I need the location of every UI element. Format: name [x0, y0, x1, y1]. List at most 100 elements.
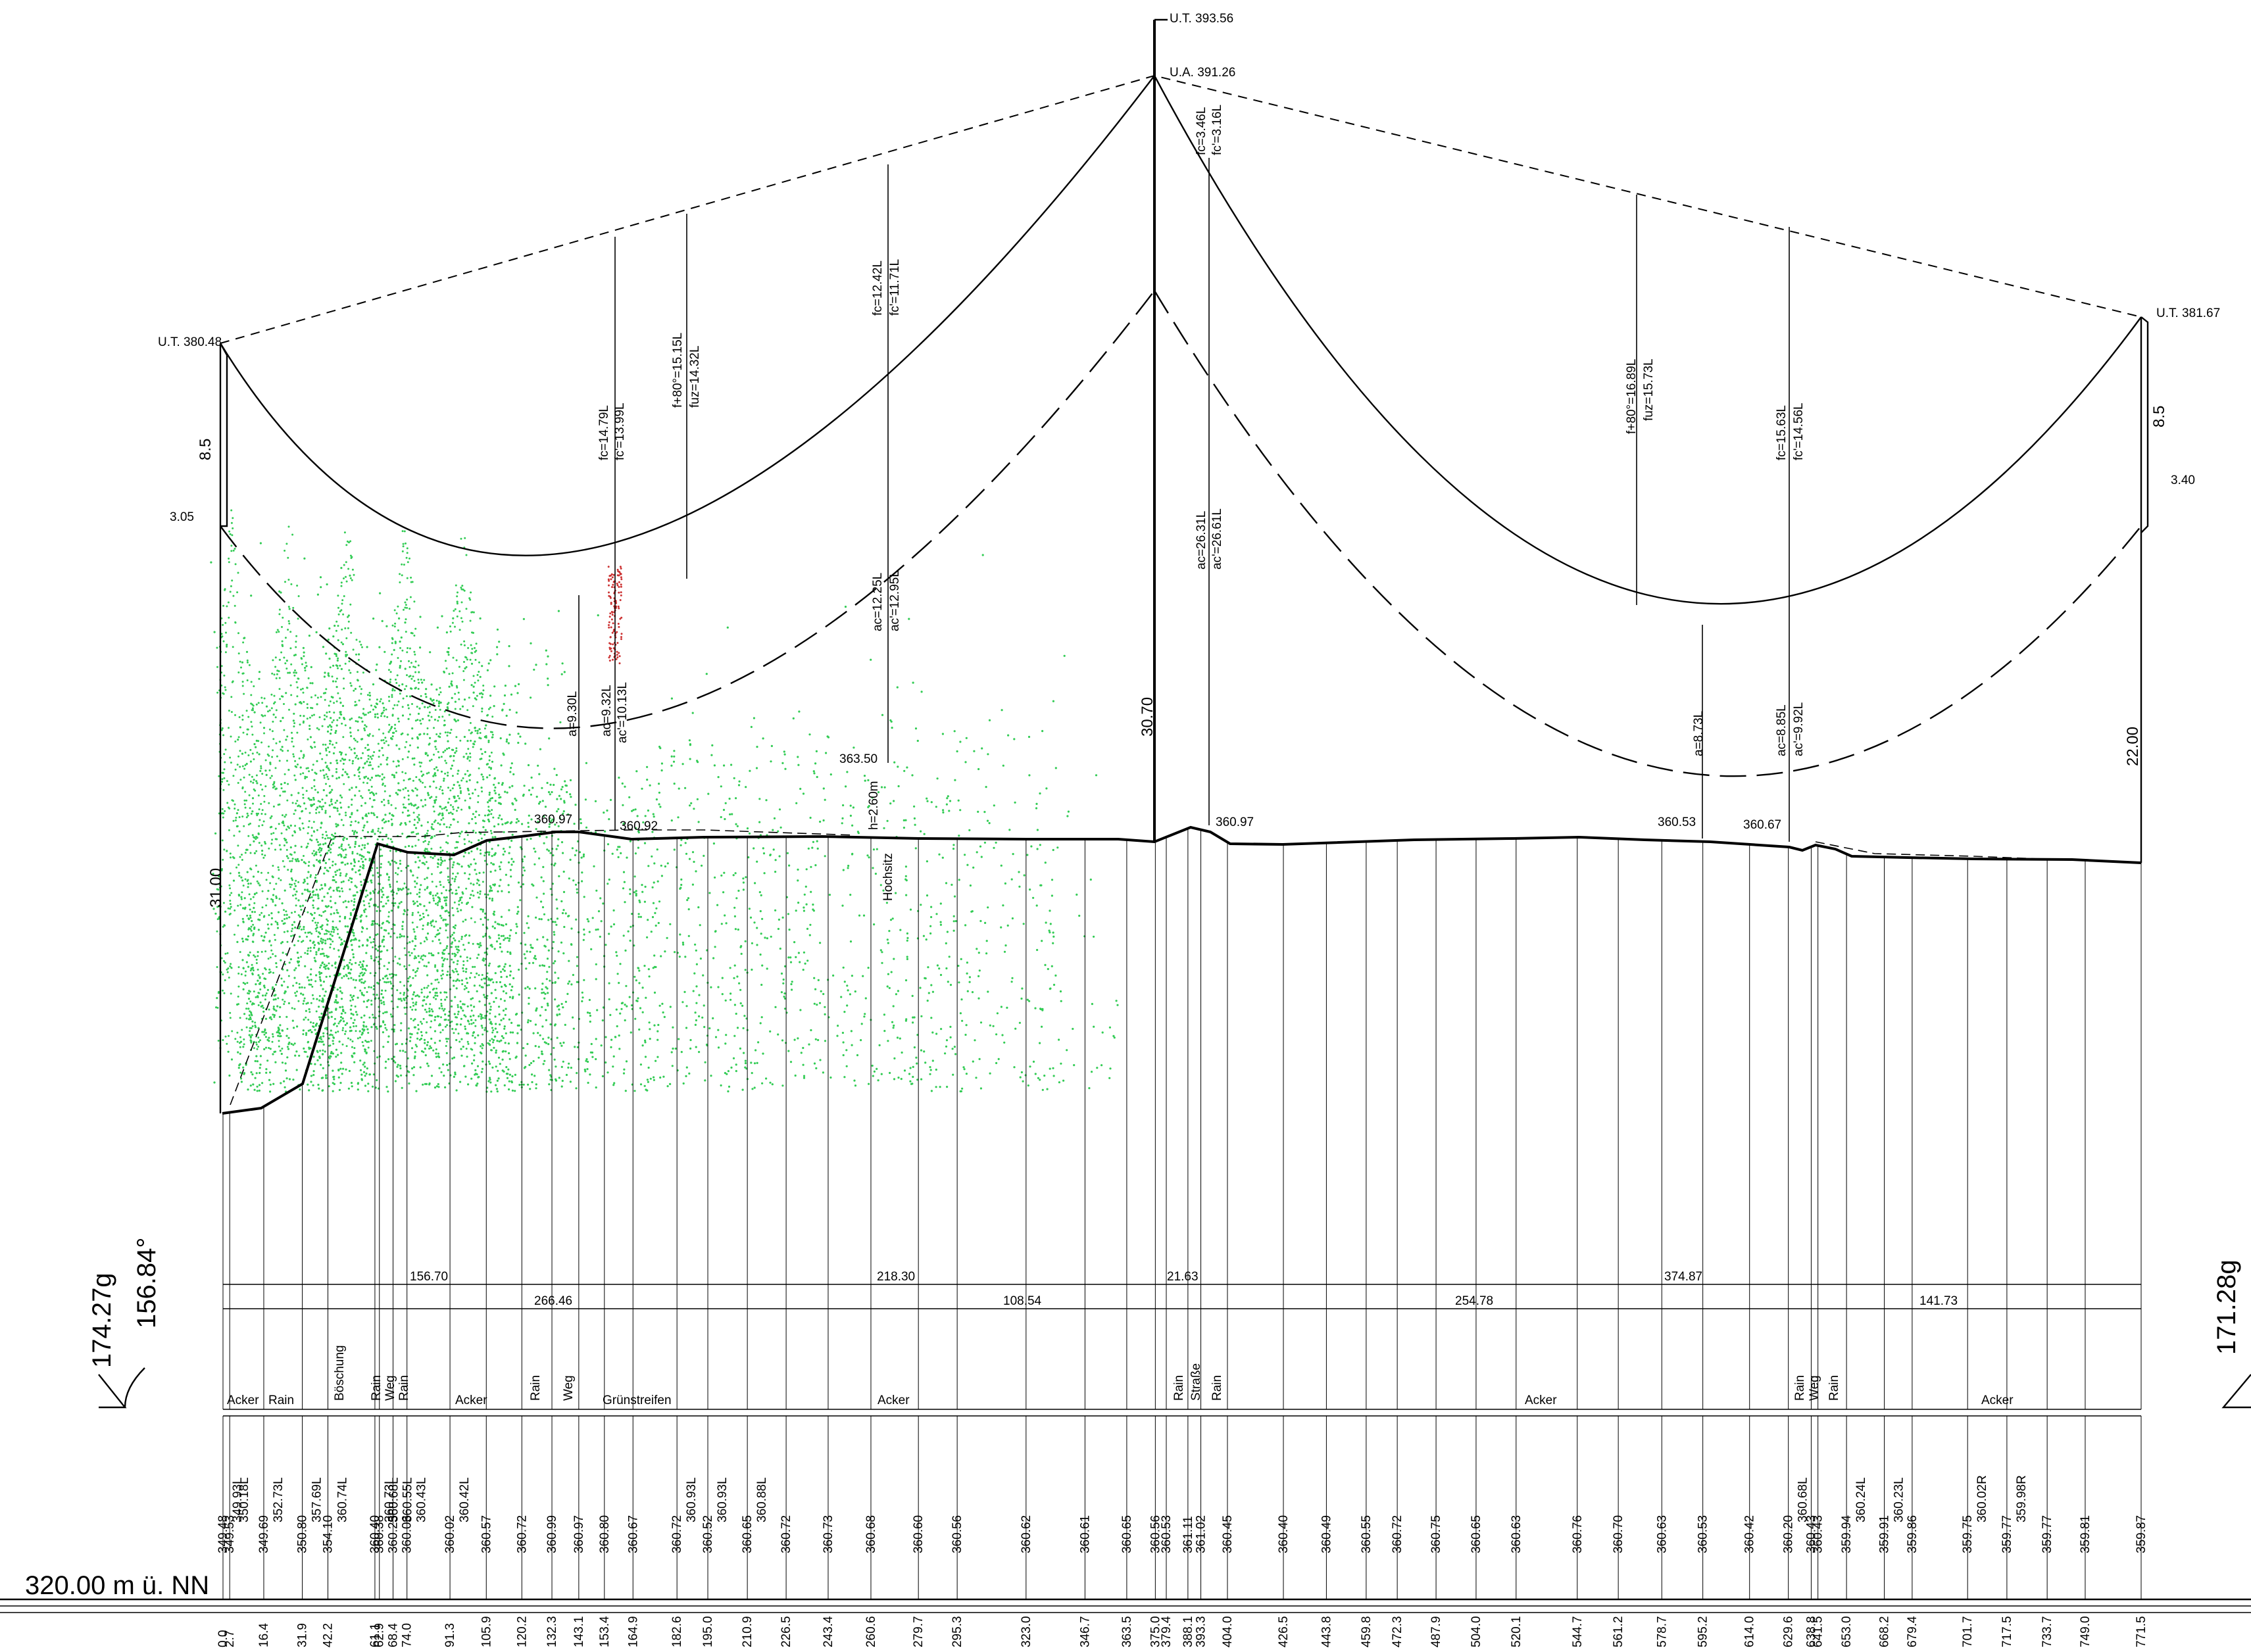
station-distance: 459.8 [1360, 1616, 1373, 1647]
station-height: 359.77 [2000, 1515, 2014, 1553]
station-distance: 733.7 [2041, 1616, 2054, 1647]
dimension-lines [0, 1284, 2251, 1613]
sag-label: fuz=15.73L [1642, 358, 1656, 421]
station-distance: 226.5 [779, 1616, 793, 1647]
conductor-right [1154, 76, 2141, 604]
land-use-label: Acker [1981, 1394, 2014, 1407]
station-distance: 120.2 [515, 1616, 529, 1647]
station-distance: 68.4 [387, 1623, 401, 1647]
station-height: 360.80 [598, 1515, 612, 1553]
center-tower-top-label: U.T. 393.56 [1170, 12, 1233, 26]
station-distance: 74.0 [401, 1623, 414, 1647]
station-height: 360.72 [779, 1515, 793, 1553]
station-height: 360.73 [822, 1515, 835, 1553]
station-height: 360.60 [912, 1515, 926, 1553]
station-height: 360.49 [1320, 1515, 1333, 1553]
side-height: 360.43L [415, 1477, 429, 1522]
sag-label: f+80°=15.15L [671, 333, 685, 408]
left-angle-gon: 174.27g [87, 1273, 116, 1368]
station-distance: 132.3 [545, 1616, 559, 1647]
station-distance: 520.1 [1510, 1616, 1523, 1647]
right-crossarm-label: 8.5 [2150, 406, 2168, 427]
dimension-label: 21.63 [1167, 1270, 1199, 1284]
ground-height-label: 360.97 [534, 813, 572, 827]
station-distance: 749.0 [2079, 1616, 2092, 1647]
dimension-label: 141.73 [1919, 1294, 1958, 1308]
side-height: 350.18L [237, 1477, 251, 1522]
station-height: 360.97 [572, 1515, 586, 1553]
station-distance: 143.1 [572, 1616, 586, 1647]
station-height: 359.77 [2041, 1515, 2054, 1553]
station-height: 360.75 [1429, 1515, 1443, 1553]
station-height: 359.81 [2079, 1515, 2092, 1553]
dimension-label: 156.70 [410, 1270, 448, 1284]
station-distance: 388.1 [1181, 1616, 1195, 1647]
dimension-label: 374.87 [1664, 1270, 1702, 1284]
right-tower-top-label: U.T. 381.67 [2156, 306, 2220, 320]
station-height: 360.52 [701, 1515, 715, 1553]
station-height: 360.72 [515, 1515, 529, 1553]
station-distance: 561.2 [1612, 1616, 1625, 1647]
station-distance: 153.4 [598, 1616, 612, 1647]
side-height: 360.02R [1975, 1475, 1989, 1522]
clearance-label: ac'=26.61L [1210, 508, 1224, 570]
land-use-label: Rain [1827, 1375, 1841, 1401]
station-distance: 279.7 [912, 1616, 926, 1647]
ground-height-label: 360.97 [1216, 815, 1254, 829]
station-height: 360.02 [443, 1515, 457, 1553]
land-use-label: Rain [1172, 1375, 1186, 1401]
station-distance: 210.9 [741, 1616, 754, 1647]
station-height: 361.11 [1181, 1516, 1195, 1553]
side-height: 360.74L [336, 1477, 350, 1522]
vegetation-points [210, 510, 1118, 1093]
station-distance: 243.4 [822, 1616, 835, 1647]
station-height: 360.62 [1020, 1515, 1033, 1553]
datum-label: 320.00 m ü. NN [25, 1571, 209, 1600]
side-height: 360.93L [716, 1477, 730, 1522]
dimension-label: 266.46 [534, 1294, 572, 1308]
station-height: 360.61 [1078, 1515, 1092, 1553]
station-height: 360.45 [1221, 1515, 1235, 1553]
station-distance: 641.5 [1812, 1616, 1825, 1647]
clearance-label: ac=26.31L [1195, 511, 1208, 570]
angle-symbol-right [2223, 1374, 2251, 1407]
station-distance: 701.7 [1961, 1616, 1975, 1647]
land-use-label: Rain [370, 1375, 383, 1401]
text-layer: U.T. 380.48 U.T. 393.56 U.A. 391.26 U.T.… [25, 12, 2241, 1600]
land-use-label: Grünstreifen [603, 1394, 672, 1407]
station-distance: 544.7 [1571, 1616, 1585, 1647]
station-height: 360.43 [1812, 1515, 1825, 1553]
station-height: 360.56 [951, 1515, 964, 1553]
left-angle-deg: 156.84° [132, 1238, 161, 1328]
land-use-label: Böschung [333, 1345, 347, 1401]
side-height: 360.68L [387, 1477, 401, 1522]
station-height: 360.63 [1655, 1515, 1669, 1553]
station-distance: 578.7 [1655, 1616, 1669, 1647]
clearance-label: a=8.73L [1692, 711, 1706, 756]
station-distance: 295.3 [951, 1616, 964, 1647]
sag-label: fc'=13.99L [613, 402, 627, 460]
land-use-label: Acker [878, 1394, 910, 1407]
sag-label: fc=12.42L [871, 260, 885, 316]
center-tower-arm-label: U.A. 391.26 [1170, 66, 1235, 80]
station-height: 360.65 [1470, 1515, 1483, 1553]
land-use-label: Rain [397, 1375, 411, 1401]
tower-right [2141, 317, 2148, 863]
station-distance: 2.7 [223, 1630, 237, 1647]
land-use-label: Rain [1793, 1375, 1807, 1401]
station-distance: 260.6 [864, 1616, 878, 1647]
angle-symbol-left [99, 1368, 145, 1407]
station-distance: 629.6 [1782, 1616, 1796, 1647]
land-use-label: Weg [1808, 1375, 1821, 1401]
station-height: 360.65 [741, 1515, 754, 1553]
dimension-label: 218.30 [877, 1270, 915, 1284]
clearance-label: ac=8.85L [1775, 704, 1789, 756]
side-height: 360.23L [1892, 1477, 1906, 1522]
station-distance: 595.2 [1696, 1616, 1710, 1647]
land-use-label: Rain [1210, 1375, 1224, 1401]
station-height: 360.72 [1391, 1515, 1404, 1553]
station-distance: 653.0 [1840, 1616, 1854, 1647]
right-height-label: 22.00 [2124, 727, 2142, 766]
